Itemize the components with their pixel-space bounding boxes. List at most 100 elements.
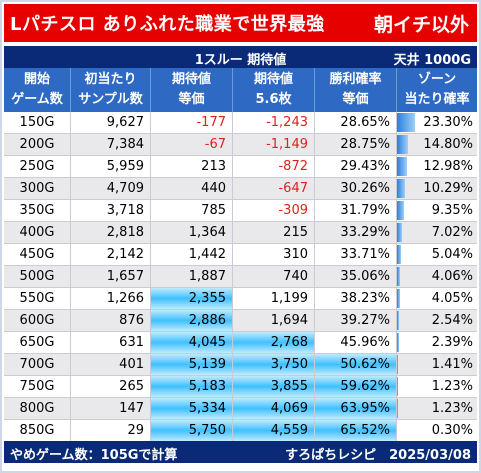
- cell-ev-56: 3,855: [233, 376, 315, 397]
- cell-ev-equal: 213: [151, 156, 233, 177]
- col-header-line: ゾーン: [417, 72, 457, 87]
- zone-rate-bar: [397, 245, 401, 264]
- col-header-line: 5.6枚: [255, 92, 292, 107]
- col-header-line: 期待値: [171, 72, 211, 87]
- col-header-line: サンプル数: [78, 92, 143, 107]
- cell-zone-rate: 12.98%: [397, 156, 477, 177]
- zone-rate-bar: [397, 135, 409, 154]
- cell-samples: 147: [71, 398, 151, 419]
- cell-ev-equal: 5,334: [151, 398, 233, 419]
- cell-start-games: 750G: [4, 376, 71, 397]
- col-header-samples: 初当たり サンプル数: [71, 68, 151, 112]
- cell-samples: 631: [71, 332, 151, 353]
- cell-ev-56: 3,750: [233, 354, 315, 375]
- cell-start-games: 550G: [4, 288, 71, 309]
- cell-samples: 29: [71, 420, 151, 441]
- cell-samples: 2,142: [71, 244, 151, 265]
- cell-samples: 265: [71, 376, 151, 397]
- col-header-win-rate: 勝利確率 等価: [315, 68, 397, 112]
- cell-ev-equal: 2,886: [151, 310, 233, 331]
- table-row: 500G 1,657 1,887 740 35.06% 4.06%: [4, 266, 477, 288]
- cell-ev-equal: 5,139: [151, 354, 233, 375]
- zone-rate-value: 0.30%: [431, 423, 473, 438]
- cell-start-games: 150G: [4, 112, 71, 133]
- ceiling-label: 天井 1000G: [393, 53, 471, 68]
- cell-win-rate: 30.26%: [315, 178, 397, 199]
- table-row: 150G 9,627 -177 -1,243 28.65% 23.30%: [4, 112, 477, 134]
- cell-win-rate: 38.23%: [315, 288, 397, 309]
- cell-start-games: 450G: [4, 244, 71, 265]
- cell-win-rate: 28.65%: [315, 112, 397, 133]
- cell-samples: 1,657: [71, 266, 151, 287]
- cell-samples: 4,709: [71, 178, 151, 199]
- cell-ev-56: 4,069: [233, 398, 315, 419]
- title-bar: Lパチスロ ありふれた職業で世界最強 朝イチ以外: [4, 4, 477, 42]
- col-header-zone-rate: ゾーン 当たり確率: [397, 68, 477, 112]
- data-table: 150G 9,627 -177 -1,243 28.65% 23.30% 200G 7,384…: [4, 112, 477, 442]
- cell-win-rate: 33.29%: [315, 222, 397, 243]
- subheader-title: 1スルー 期待値: [194, 53, 287, 68]
- table-row: 700G 401 5,139 3,750 50.62% 1.41%: [4, 354, 477, 376]
- zone-rate-value: 4.06%: [431, 269, 473, 284]
- cell-ev-56: 740: [233, 266, 315, 287]
- col-header-line: 期待値: [253, 72, 293, 87]
- cell-start-games: 700G: [4, 354, 71, 375]
- cell-ev-56: 2,768: [233, 332, 315, 353]
- cell-samples: 5,959: [71, 156, 151, 177]
- zone-rate-value: 2.54%: [431, 313, 473, 328]
- col-header-line: 等価: [178, 92, 205, 107]
- col-header-start: 開始 ゲーム数: [4, 68, 71, 112]
- cell-ev-equal: 2,355: [151, 288, 233, 309]
- sub-header: 1スルー 期待値 天井 1000G: [4, 46, 477, 68]
- cell-win-rate: 50.62%: [315, 354, 397, 375]
- cell-start-games: 400G: [4, 222, 71, 243]
- col-header-line: 開始: [23, 72, 50, 87]
- table-row: 350G 3,718 785 -309 31.79% 9.35%: [4, 200, 477, 222]
- table-row: 600G 876 2,886 1,694 39.27% 2.54%: [4, 310, 477, 332]
- cell-start-games: 250G: [4, 156, 71, 177]
- cell-zone-rate: 10.29%: [397, 178, 477, 199]
- cell-win-rate: 31.79%: [315, 200, 397, 221]
- table-row: 300G 4,709 440 -647 30.26% 10.29%: [4, 178, 477, 200]
- zone-rate-bar: [397, 223, 403, 242]
- footer-bar: やめゲーム数：105Gで計算 すろぱちレシピ 2025/03/08: [4, 441, 477, 463]
- cell-start-games: 200G: [4, 134, 71, 155]
- cell-ev-56: 310: [233, 244, 315, 265]
- zone-rate-value: 2.39%: [431, 335, 473, 350]
- cell-ev-56: 215: [233, 222, 315, 243]
- page-title: Lパチスロ ありふれた職業で世界最強: [10, 14, 325, 35]
- cell-zone-rate: 2.54%: [397, 310, 477, 331]
- cell-ev-56: -872: [233, 156, 315, 177]
- cell-win-rate: 39.27%: [315, 310, 397, 331]
- zone-rate-value: 1.41%: [431, 357, 473, 372]
- col-header-ev-equal: 期待値 等価: [151, 68, 233, 112]
- zone-rate-bar: [397, 201, 405, 220]
- cell-zone-rate: 1.23%: [397, 376, 477, 397]
- table-row: 800G 147 5,334 4,069 63.95% 1.23%: [4, 398, 477, 420]
- col-header-line: 当たり確率: [404, 92, 470, 107]
- cell-samples: 3,718: [71, 200, 151, 221]
- zone-rate-bar: [397, 311, 399, 330]
- cell-ev-equal: 4,045: [151, 332, 233, 353]
- cell-ev-equal: 5,750: [151, 420, 233, 441]
- col-header-ev-56: 期待値 5.6枚: [233, 68, 315, 112]
- cell-start-games: 500G: [4, 266, 71, 287]
- cell-start-games: 350G: [4, 200, 71, 221]
- cell-samples: 7,384: [71, 134, 151, 155]
- cell-zone-rate: 4.05%: [397, 288, 477, 309]
- zone-rate-bar: [397, 179, 405, 198]
- cell-start-games: 800G: [4, 398, 71, 419]
- title-condition: 朝イチ以外: [373, 13, 469, 36]
- zone-rate-bar: [397, 377, 398, 396]
- cell-samples: 876: [71, 310, 151, 331]
- zone-rate-bar: [397, 289, 401, 308]
- cell-ev-equal: 5,183: [151, 376, 233, 397]
- table-row: 650G 631 4,045 2,768 45.96% 2.39%: [4, 332, 477, 354]
- cell-ev-56: 1,199: [233, 288, 315, 309]
- cell-zone-rate: 2.39%: [397, 332, 477, 353]
- cell-zone-rate: 9.35%: [397, 200, 477, 221]
- cell-start-games: 300G: [4, 178, 71, 199]
- cell-ev-56: -1,243: [233, 112, 315, 133]
- column-headers: 開始 ゲーム数 初当たり サンプル数 期待値等価 期待値 5.6枚 勝利確率 等価 ゾー…: [4, 68, 477, 112]
- table-row: 850G 29 5,750 4,559 65.52% 0.30%: [4, 420, 477, 442]
